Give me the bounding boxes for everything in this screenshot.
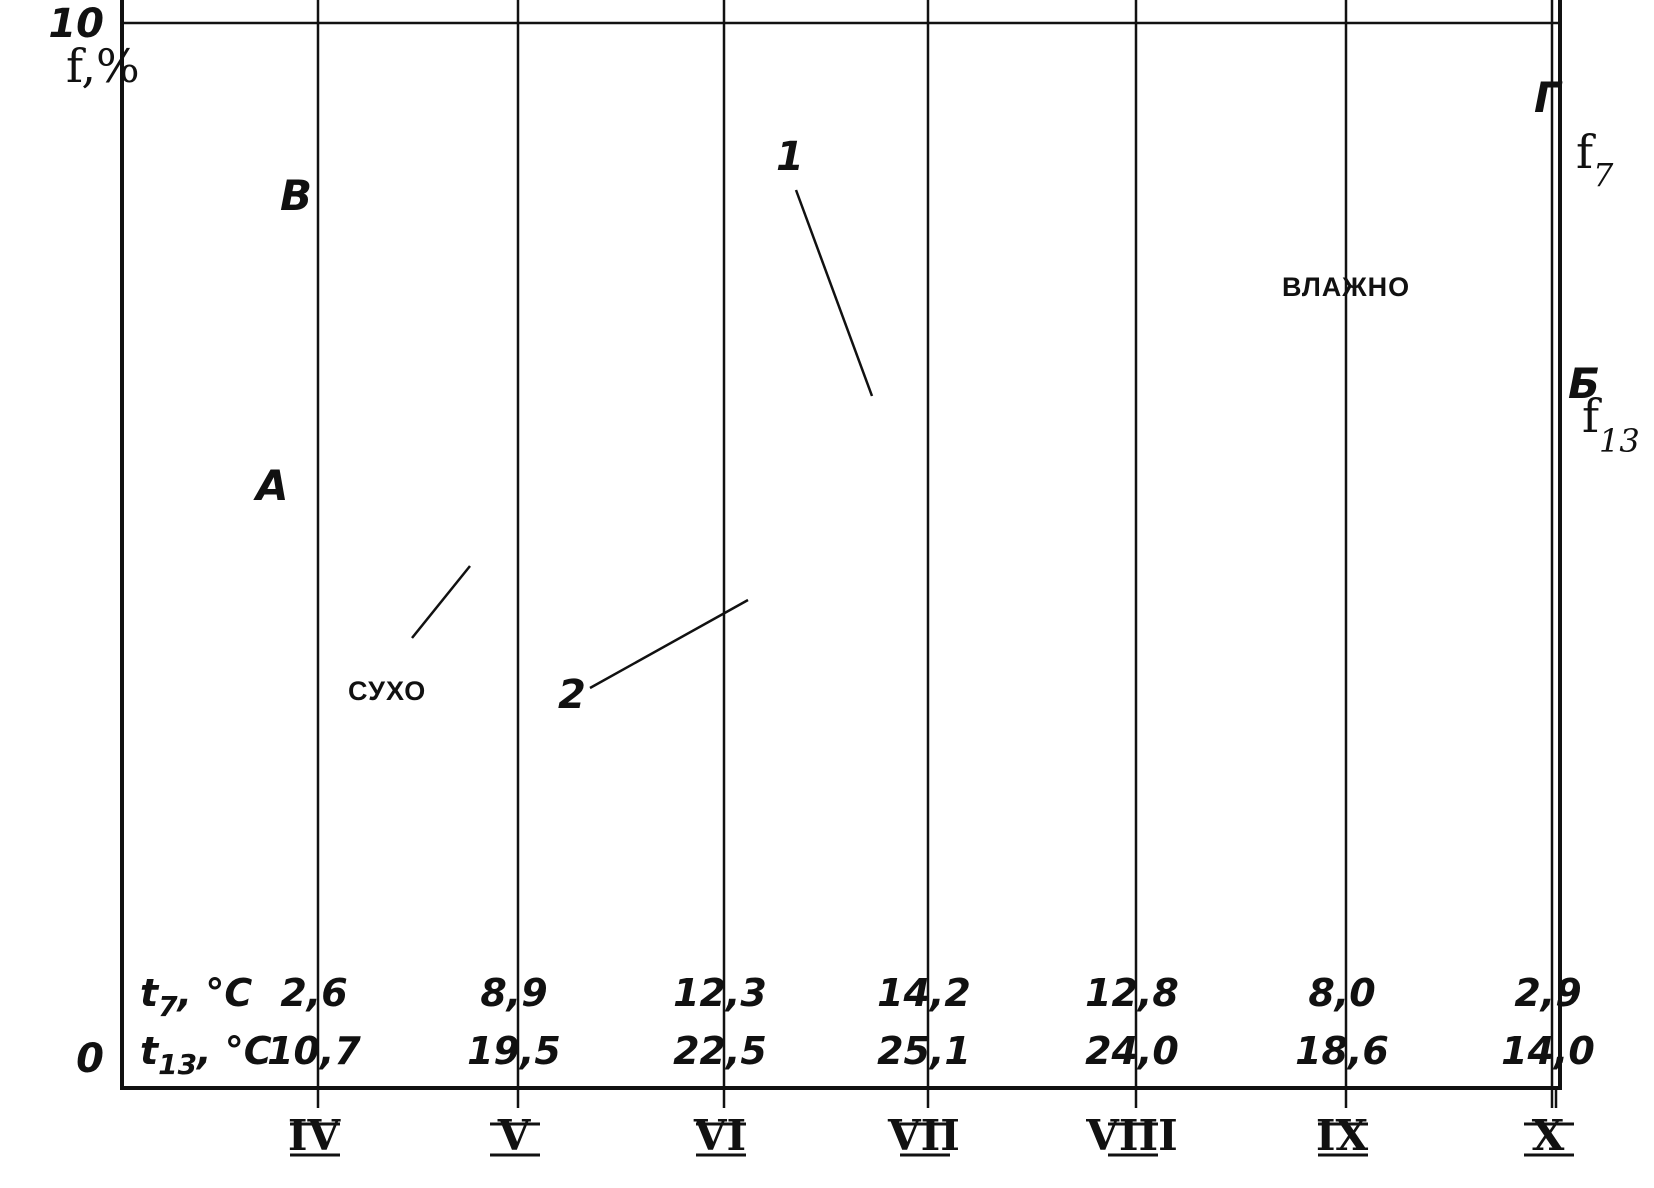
- y-axis-label: f,%: [66, 39, 140, 93]
- t13-value: 22,5: [673, 1029, 767, 1073]
- leader-1: [794, 189, 874, 397]
- month-label: IX: [1316, 1111, 1369, 1160]
- plot-frame: [120, 0, 1562, 1090]
- t13-value: 10,7: [267, 1029, 361, 1073]
- month-label: IV: [288, 1111, 342, 1160]
- t13-row-label: t13, °C: [140, 1029, 272, 1081]
- grid: [120, 0, 1562, 1108]
- month-labels: IV V VI VII VIII IX X: [288, 1111, 1574, 1160]
- t7-value: 12,3: [673, 971, 767, 1015]
- annotation-moist: ВЛАЖНО: [1282, 272, 1410, 302]
- t7-value: 12,8: [1085, 971, 1179, 1015]
- t13-value: 18,6: [1295, 1029, 1389, 1073]
- point-label-g: Г: [1534, 73, 1563, 122]
- t13-value: 19,5: [467, 1029, 561, 1073]
- leader-dry: [411, 565, 471, 639]
- t13-value: 14,0: [1501, 1029, 1595, 1073]
- t7-row-label: t7, °C: [140, 971, 252, 1023]
- y-tick-labels: 0102030405060708090: [48, 1, 104, 1082]
- y-tick-label: 10: [48, 1, 104, 47]
- t13-value: 25,1: [877, 1029, 971, 1073]
- month-label: VII: [887, 1111, 960, 1160]
- month-label: V: [497, 1111, 532, 1160]
- series-label-f13: f13: [1582, 389, 1640, 460]
- month-label: X: [1532, 1111, 1565, 1160]
- series-label-f7: f7: [1576, 125, 1614, 194]
- annotation-zone-1: 1: [776, 134, 804, 180]
- t7-value: 8,0: [1308, 971, 1375, 1015]
- point-label-v: В: [280, 171, 312, 220]
- t7-value: 14,2: [877, 971, 971, 1015]
- annotation-dry: СУХО: [348, 676, 426, 706]
- month-label: VIII: [1085, 1111, 1178, 1160]
- month-label: VI: [693, 1111, 746, 1160]
- t7-value: 2,9: [1514, 971, 1581, 1015]
- annotation-zone-2: 2: [558, 672, 586, 718]
- point-label-a: А: [253, 461, 289, 510]
- point-label-b: Б: [1568, 359, 1600, 408]
- t13-value: 24,0: [1085, 1029, 1179, 1073]
- t7-value: 2,6: [280, 971, 347, 1015]
- t7-value: 8,9: [480, 971, 547, 1015]
- leader-2: [589, 598, 749, 690]
- y-tick-label: 0: [76, 1036, 104, 1082]
- temperature-table: t7, °C t13, °C2,6 8,9 12,3 14,2 12,8 8,0 2,9 10,…: [140, 971, 1595, 1081]
